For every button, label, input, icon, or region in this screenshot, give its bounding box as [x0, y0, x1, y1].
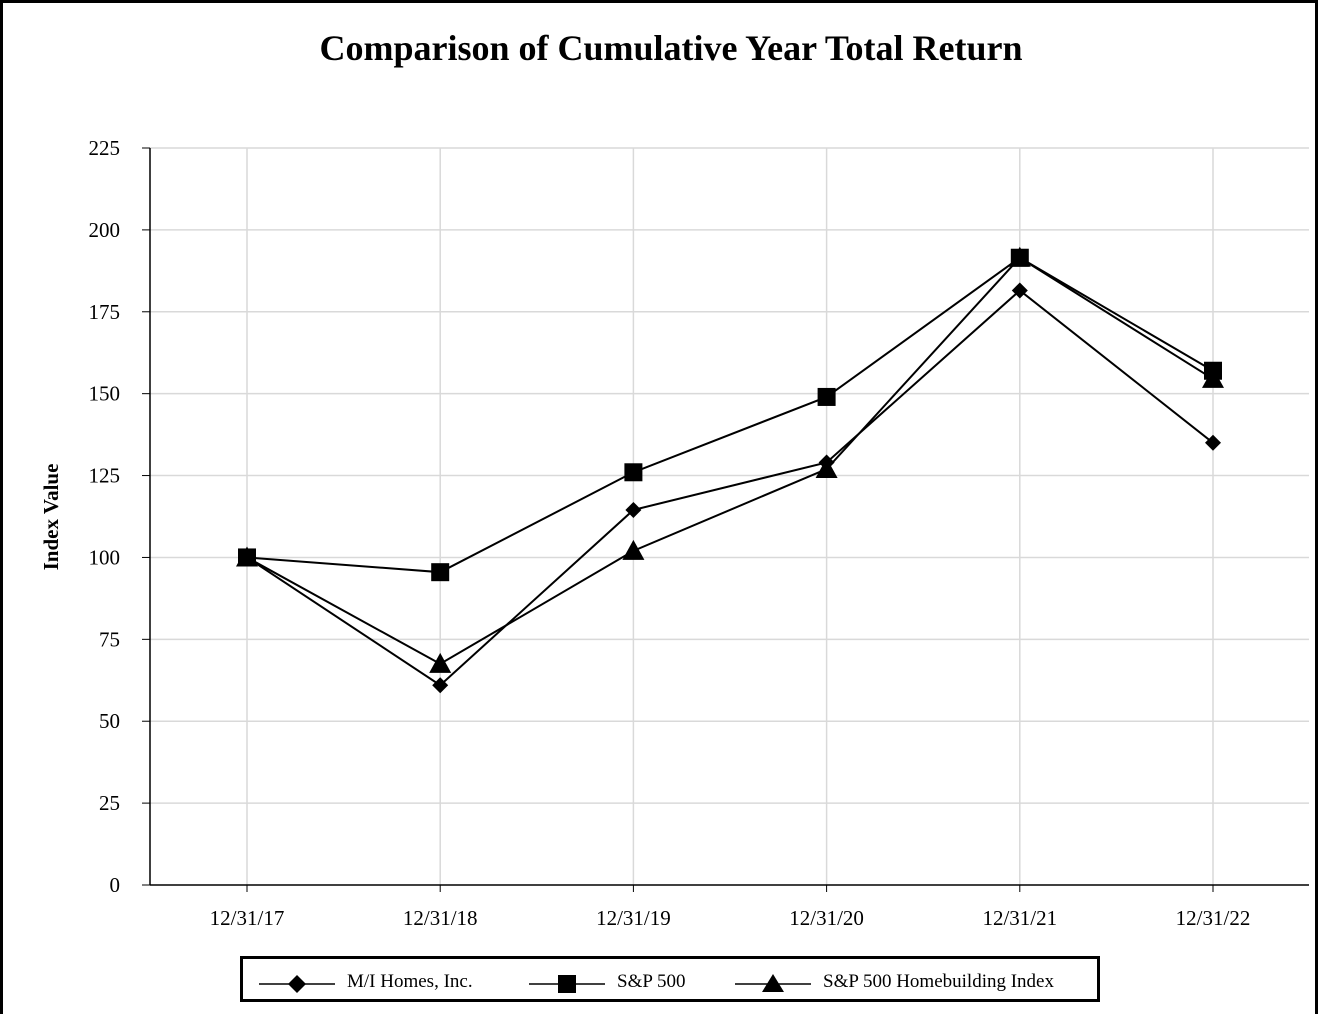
legend-label-homebuilding: S&P 500 Homebuilding Index — [823, 971, 1054, 992]
x-tick-label: 12/31/18 — [403, 906, 478, 930]
y-tick-label: 225 — [89, 136, 121, 160]
legend-label-sp500: S&P 500 — [617, 971, 686, 992]
y-tick-label: 0 — [110, 873, 121, 897]
x-tick-label: 12/31/20 — [789, 906, 864, 930]
series-1 — [238, 248, 1222, 582]
x-tick-label: 12/31/17 — [210, 906, 285, 930]
legend-swatch-mi-homes — [259, 975, 335, 993]
y-tick-label: 50 — [99, 709, 120, 733]
series-line — [246, 289, 1214, 687]
data-point-triangle — [236, 546, 258, 567]
y-tick-label: 125 — [89, 464, 121, 488]
data-point-diamond — [1011, 282, 1028, 299]
data-point-diamond — [432, 677, 449, 694]
series-line — [246, 256, 1214, 574]
x-tick-label: 12/31/19 — [596, 906, 671, 930]
x-tick-label: 12/31/22 — [1176, 906, 1251, 930]
legend: M/I Homes, Inc. S&P 500 S&P 500 Homebuil… — [240, 956, 1100, 1002]
data-point-triangle — [815, 458, 838, 479]
data-point-square — [431, 563, 450, 582]
series-2 — [236, 246, 1224, 673]
y-axis-title: Index Value — [39, 464, 63, 571]
chart-title: Comparison of Cumulative Year Total Retu… — [319, 28, 1023, 68]
legend-swatch-homebuilding — [735, 974, 811, 992]
grid-lines — [150, 147, 1309, 885]
data-point-diamond — [1205, 434, 1221, 451]
data-point-square — [624, 463, 643, 482]
data-point-triangle — [622, 539, 645, 560]
y-tick-label: 75 — [99, 627, 120, 651]
y-tick-label: 175 — [89, 300, 121, 324]
y-tick-label: 200 — [89, 218, 121, 242]
data-point-square — [817, 387, 836, 406]
y-tick-label: 150 — [89, 382, 121, 406]
series-layer — [236, 246, 1224, 694]
series-0 — [239, 282, 1221, 694]
series-line — [246, 256, 1214, 666]
data-point-triangle — [1008, 246, 1031, 267]
legend-label-mi-homes: M/I Homes, Inc. — [347, 971, 473, 992]
data-point-diamond — [625, 501, 642, 518]
y-tick-label: 100 — [89, 545, 121, 569]
data-point-triangle — [1202, 367, 1224, 388]
y-tick-label: 25 — [99, 791, 120, 815]
data-point-triangle — [429, 652, 452, 673]
axes: 0 25 50 75 100 125 150 175 200 225 12/31/17 12/31/1… — [89, 136, 1309, 930]
legend-swatch-sp500 — [529, 975, 605, 993]
x-tick-label: 12/31/21 — [982, 906, 1057, 930]
